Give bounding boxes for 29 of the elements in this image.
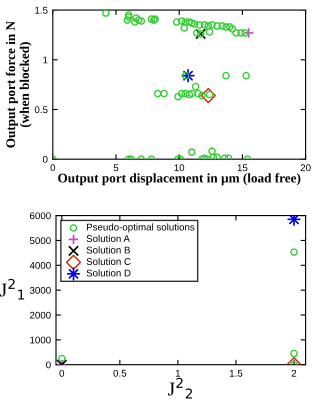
x-tick-label: 20 xyxy=(300,164,311,172)
x-axis-title: J$^{2}$$_{2}$ xyxy=(168,378,192,399)
legend-label: Solution D xyxy=(86,269,131,276)
legend-label: Solution A xyxy=(86,234,130,242)
y-tick-label: 1 xyxy=(43,56,48,64)
x-tick-label: 15 xyxy=(238,164,248,172)
y-tick-label: 3000 xyxy=(30,286,51,294)
y-tick-label: 0 xyxy=(46,361,51,368)
y-axis-title: Output port force in N (when blocked) xyxy=(6,21,32,148)
y-tick-label: 4000 xyxy=(30,262,51,269)
x-tick-label: 5 xyxy=(114,164,118,172)
legend-label: Solution B xyxy=(86,246,130,254)
x-tick-label: 0 xyxy=(59,370,64,377)
x-tick-label: 2 xyxy=(292,370,296,377)
x-tick-label: 10 xyxy=(174,164,184,172)
y-tick-label: 1000 xyxy=(30,336,51,344)
y-axis-title: J$^{2}$$_{1}$ xyxy=(0,278,24,300)
y-tick-label: 0.5 xyxy=(34,106,48,114)
y-tick-label: 2000 xyxy=(30,312,51,319)
y-tick-label: 1.5 xyxy=(35,6,48,14)
y-tick-label: 5000 xyxy=(30,237,51,244)
legend-label: Solution C xyxy=(86,258,131,266)
legend-label: Pseudo-optimal solutions xyxy=(86,223,194,232)
y-tick-label: 0 xyxy=(42,156,48,163)
x-axis-title: Output port displacement in µm (load free) xyxy=(58,173,300,186)
x-tick-label: 1.5 xyxy=(230,370,242,377)
y-tick-label: 6000 xyxy=(30,212,51,220)
x-tick-label: 0.5 xyxy=(113,370,126,377)
x-tick-label: 1 xyxy=(176,370,180,377)
